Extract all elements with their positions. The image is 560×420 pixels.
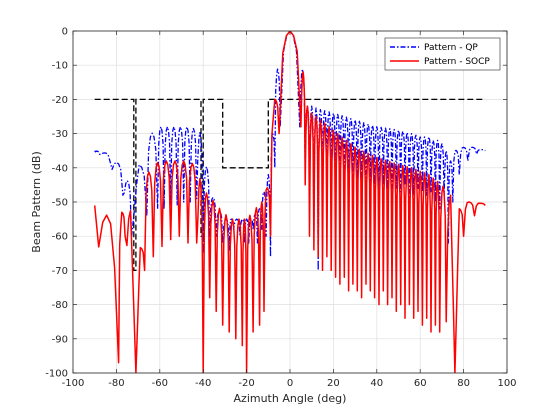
x-tick-label: -60 (152, 378, 168, 389)
x-axis-label: Azimuth Angle (deg) (234, 392, 347, 405)
x-tick-label: 80 (457, 378, 470, 389)
y-tick-label: -100 (45, 369, 68, 380)
y-axis: 0 -10 -20 -30 -40 -50 -60 -70 -80 -90 -100 (45, 27, 507, 380)
x-tick-label: 100 (497, 378, 516, 389)
series-layer (93, 31, 486, 373)
y-tick-label: -90 (52, 334, 68, 345)
x-tick-label: 20 (327, 378, 340, 389)
y-tick-label: -40 (52, 163, 68, 174)
y-axis-label: Beam Pattern (dB) (30, 151, 43, 252)
legend: Pattern - QP Pattern - SOCP (384, 37, 501, 71)
x-tick-label: 40 (370, 378, 383, 389)
y-tick-label: -30 (52, 129, 68, 140)
x-tick-label: 60 (414, 378, 427, 389)
legend-label-socp: Pattern - SOCP (424, 57, 490, 67)
y-tick-label: -60 (52, 232, 68, 243)
x-tick-label: 0 (287, 378, 293, 389)
x-axis: -100 -80 -60 -40 -20 0 20 40 60 80 100 (62, 31, 517, 389)
y-tick-label: -20 (52, 95, 68, 106)
legend-label-qp: Pattern - QP (424, 43, 478, 53)
x-tick-label: -80 (108, 378, 124, 389)
y-tick-label: 0 (62, 27, 68, 38)
x-tick-label: -100 (62, 378, 85, 389)
series-line-socp (93, 31, 486, 373)
y-tick-label: -80 (52, 300, 68, 311)
y-tick-label: -70 (52, 266, 68, 277)
y-tick-label: -10 (52, 61, 68, 72)
plot-area (93, 31, 486, 373)
y-tick-label: -50 (52, 198, 68, 209)
legend-box (384, 37, 501, 71)
x-tick-label: -40 (195, 378, 211, 389)
x-tick-label: -20 (238, 378, 254, 389)
